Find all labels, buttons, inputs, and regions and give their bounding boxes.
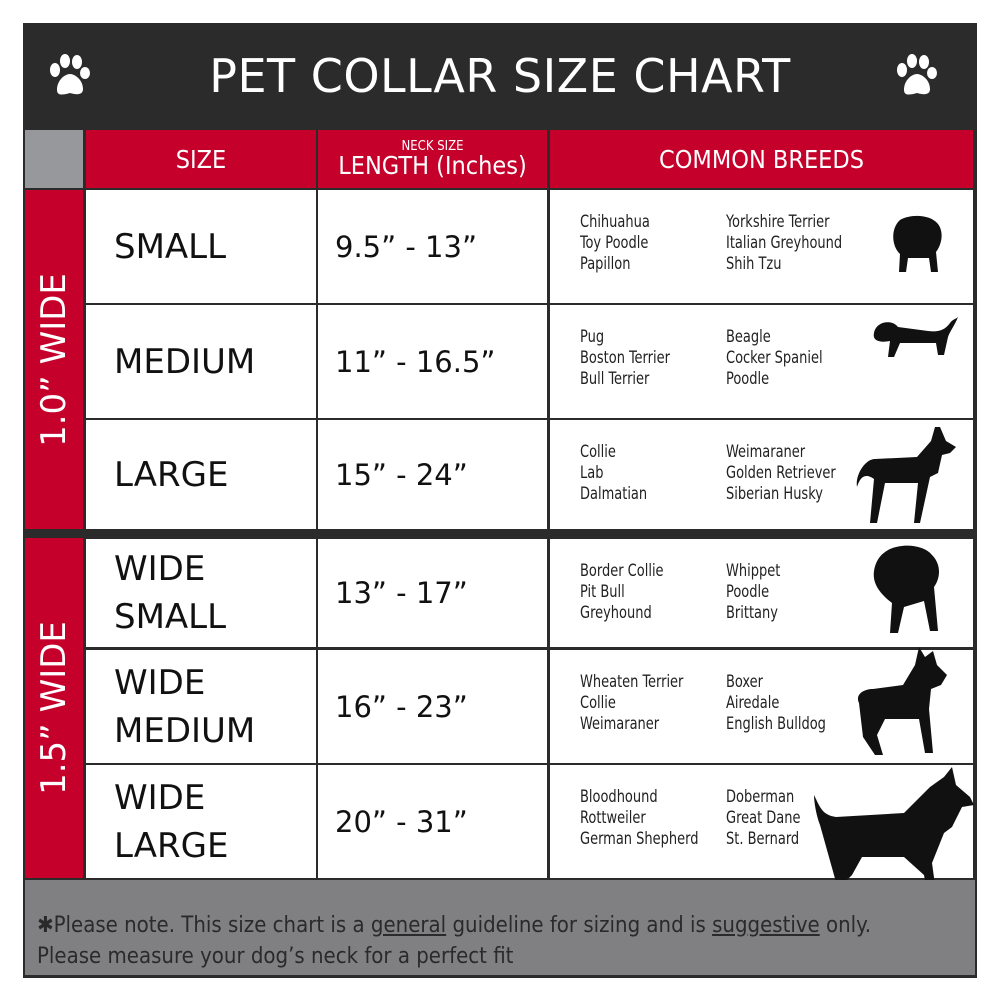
breed-name: Great Dane xyxy=(726,808,801,828)
group-label-1-5in: 1.5” WIDE xyxy=(25,538,83,878)
breed-name: Whippet xyxy=(726,561,781,581)
breed-list-b: Boxer Airedale English Bulldog xyxy=(726,672,826,735)
chart-title: PET COLLAR SIZE CHART xyxy=(209,48,791,103)
length-cell: 13” - 17” xyxy=(318,539,547,647)
breed-name: Lab xyxy=(580,463,604,483)
group-label-1in: 1.0” WIDE xyxy=(25,190,83,529)
footer-text: only. xyxy=(826,913,872,938)
breed-list-a: Border Collie Pit Bull Greyhound xyxy=(580,561,664,624)
breed-name: Siberian Husky xyxy=(726,484,823,504)
length-cell: 15” - 24” xyxy=(318,420,547,529)
header-size: SIZE xyxy=(86,130,316,188)
breeds-cell: Pug Boston Terrier Bull Terrier Beagle Cock… xyxy=(550,305,973,418)
group-label-text: 1.0” WIDE xyxy=(34,272,74,447)
breed-name: German Shepherd xyxy=(580,829,699,849)
breed-name: Dalmatian xyxy=(580,484,648,504)
breed-name: Shih Tzu xyxy=(726,254,782,274)
breed-name: Weimaraner xyxy=(580,714,660,734)
breed-name: Boston Terrier xyxy=(580,348,670,368)
breed-list-a: Bloodhound Rottweiler German Shepherd xyxy=(580,787,699,850)
header-neck-size-label: NECK SIZE xyxy=(401,138,464,154)
breed-list-a: Wheaten Terrier Collie Weimaraner xyxy=(580,672,683,735)
breeds-cell: Chihuahua Toy Poodle Papillon Yorkshire Te… xyxy=(550,190,973,303)
breed-name: Poodle xyxy=(726,369,770,389)
breed-name: Chihuahua xyxy=(580,212,650,232)
breed-name: Bull Terrier xyxy=(580,369,650,389)
breed-name: Collie xyxy=(580,442,616,462)
header-size-label: SIZE xyxy=(175,144,227,174)
breed-name: Doberman xyxy=(726,787,795,807)
size-cell: SMALL xyxy=(86,190,316,303)
group-label-text: 1.5” WIDE xyxy=(34,621,74,795)
breed-list-b: Yorkshire Terrier Italian Greyhound Shih T… xyxy=(726,212,842,275)
breed-list-b: Whippet Poodle Brittany xyxy=(726,561,780,624)
breed-list-a: Collie Lab Dalmatian xyxy=(580,442,647,505)
footer-text: Please measure your dog’s neck for a per… xyxy=(37,944,514,969)
footer-text: guideline for sizing and is xyxy=(452,913,706,938)
dog-silhouette-icon xyxy=(856,427,956,523)
breed-list-b: Doberman Great Dane St. Bernard xyxy=(726,787,801,850)
breed-list-b: Weimaraner Golden Retriever Siberian Husky xyxy=(726,442,836,505)
footer-note: ✱Please note. This size chart is a gener… xyxy=(25,880,975,975)
breed-name: Pug xyxy=(580,327,605,347)
breed-list-a: Pug Boston Terrier Bull Terrier xyxy=(580,327,670,390)
breed-name: Brittany xyxy=(726,603,778,623)
header-length-label: LENGTH (Inches) xyxy=(338,150,527,180)
breed-name: Boxer xyxy=(726,672,764,692)
breed-name: Collie xyxy=(580,693,616,713)
breed-name: Wheaten Terrier xyxy=(580,672,684,692)
size-cell: WIDE MEDIUM xyxy=(86,650,316,763)
header-breeds: COMMON BREEDS xyxy=(550,130,973,188)
length-cell: 20” - 31” xyxy=(318,765,547,878)
paw-icon xyxy=(50,54,90,95)
breed-name: Rottweiler xyxy=(580,808,646,828)
breed-name: Weimaraner xyxy=(726,442,806,462)
footer-text: ✱Please note. This size chart is a xyxy=(37,913,365,938)
header-length: NECK SIZE LENGTH (Inches) xyxy=(318,130,547,188)
breed-name: Italian Greyhound xyxy=(726,233,843,253)
footer-underlined-suggestive: suggestive xyxy=(712,913,820,938)
breed-list-b: Beagle Cocker Spaniel Poodle xyxy=(726,327,823,390)
size-cell: WIDE SMALL xyxy=(86,539,316,647)
dog-silhouette-icon xyxy=(857,647,947,755)
breed-name: Bloodhound xyxy=(580,787,658,807)
breed-name: Airedale xyxy=(726,693,780,713)
corner-cell xyxy=(25,130,83,188)
size-cell: WIDE LARGE xyxy=(86,765,316,878)
header-breeds-label: COMMON BREEDS xyxy=(659,144,864,174)
breed-name: Papillon xyxy=(580,254,631,274)
dog-silhouette-icon xyxy=(873,545,939,633)
size-cell: MEDIUM xyxy=(86,305,316,418)
paw-icon xyxy=(897,54,937,95)
length-cell: 16” - 23” xyxy=(318,650,547,763)
breed-name: Poodle xyxy=(726,582,770,602)
breed-name: Golden Retriever xyxy=(726,463,836,483)
breed-name: St. Bernard xyxy=(726,829,800,849)
size-cell: LARGE xyxy=(86,420,316,529)
breed-name: Toy Poodle xyxy=(580,233,649,253)
breed-list-a: Chihuahua Toy Poodle Papillon xyxy=(580,212,650,275)
breed-name: English Bulldog xyxy=(726,714,826,734)
breed-name: Border Collie xyxy=(580,561,664,581)
breed-name: Cocker Spaniel xyxy=(726,348,823,368)
footer-underlined-general: general xyxy=(370,913,447,938)
length-cell: 9.5” - 13” xyxy=(318,190,547,303)
breed-name: Pit Bull xyxy=(580,582,625,602)
breed-name: Yorkshire Terrier xyxy=(726,212,830,232)
breed-name: Beagle xyxy=(726,327,771,347)
breed-name: Greyhound xyxy=(580,603,652,623)
dog-silhouette-icon xyxy=(893,215,942,272)
dog-silhouette-icon xyxy=(873,317,958,357)
length-cell: 11” - 16.5” xyxy=(318,305,547,418)
